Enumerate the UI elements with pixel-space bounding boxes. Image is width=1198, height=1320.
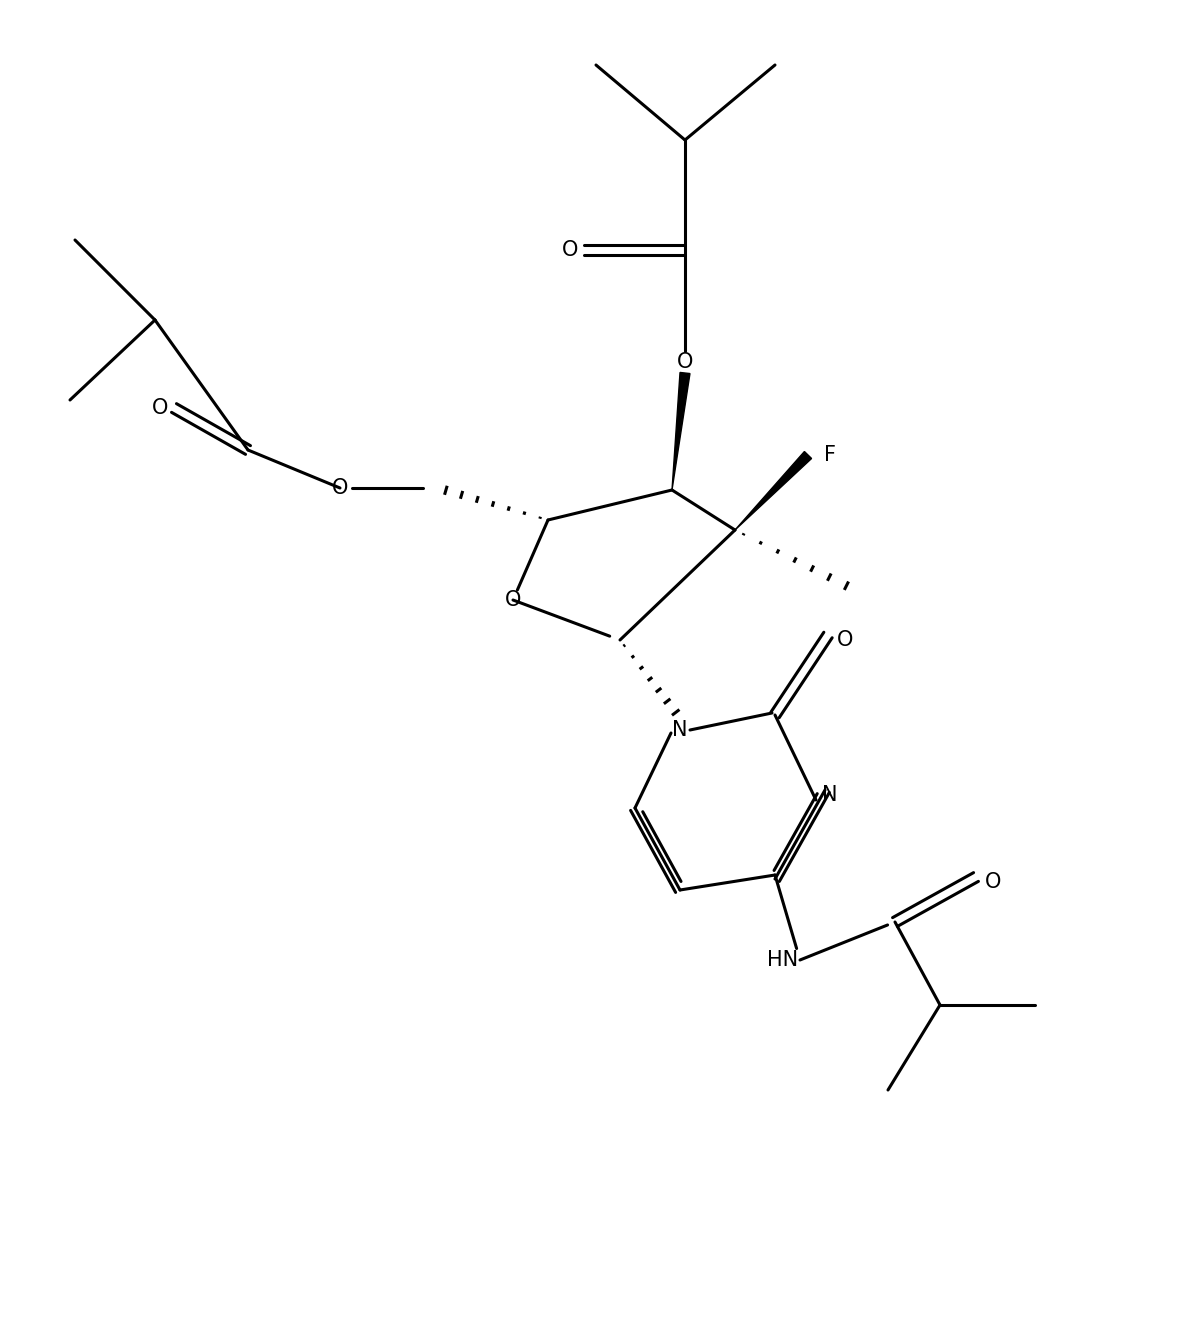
Text: O: O xyxy=(332,478,349,498)
Polygon shape xyxy=(736,451,811,531)
Text: O: O xyxy=(562,240,579,260)
Text: HN: HN xyxy=(767,950,798,970)
Polygon shape xyxy=(672,372,690,490)
Text: O: O xyxy=(837,630,853,649)
Text: O: O xyxy=(985,873,1002,892)
Text: F: F xyxy=(824,445,836,465)
Text: N: N xyxy=(822,785,837,805)
Text: O: O xyxy=(677,352,694,372)
Text: O: O xyxy=(504,590,521,610)
Text: O: O xyxy=(152,399,168,418)
Text: N: N xyxy=(672,719,688,741)
